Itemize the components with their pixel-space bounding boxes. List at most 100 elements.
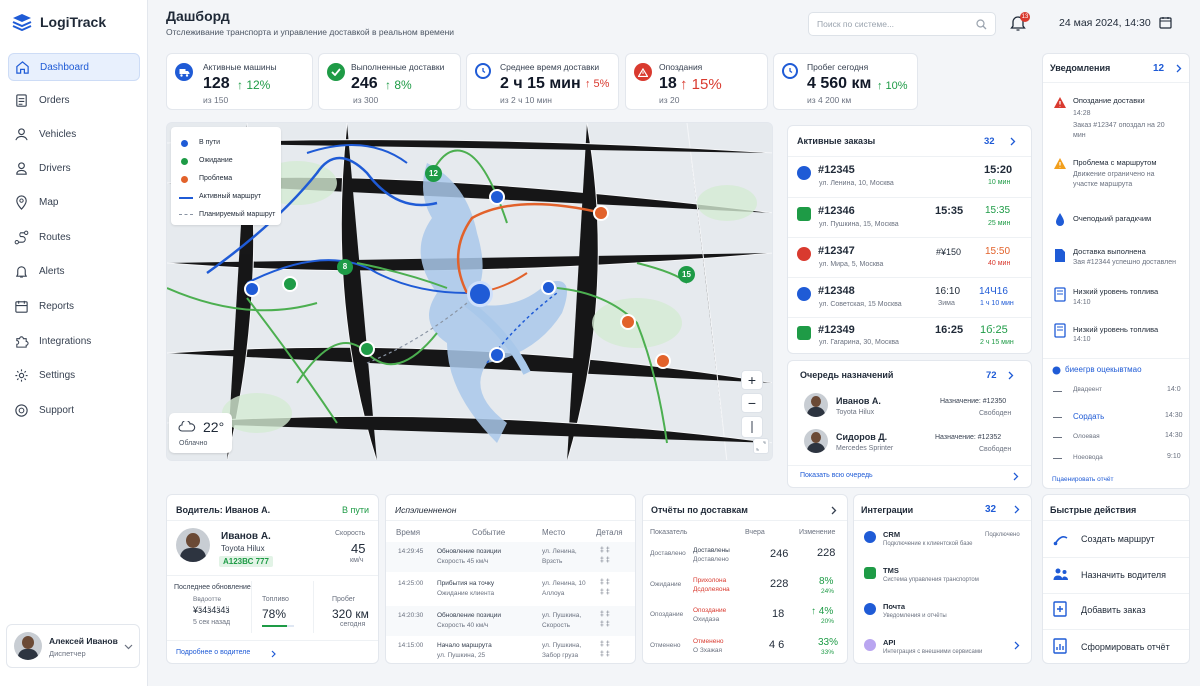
add-order-button[interactable]: Добавить заказ [1043,596,1189,624]
driver-vehicle: Toyota Hilux [836,409,875,416]
speed-unit: км/ч [350,557,364,564]
fullscreen-button[interactable] [753,438,769,454]
map-marker-vehicle[interactable] [541,280,556,295]
chevron-right-icon[interactable] [1014,505,1020,514]
map-marker-problem[interactable] [593,205,609,221]
integration-item[interactable]: Почта Уведомления и отчёты [854,599,1031,627]
search-input[interactable]: Поиск по системе... [808,12,996,36]
sidebar-item-vehicles[interactable]: Vehicles [8,120,140,148]
compass-icon [751,421,753,433]
sidebar-item-label: Drivers [39,162,71,174]
history-detail: ‡ ‡ [600,547,610,554]
compass-button[interactable] [741,416,763,438]
last-update-sub: Ввдоотте [193,596,222,603]
notification-item[interactable]: Доставка выполнена Зая #12344 успешно до… [1043,242,1189,276]
create-route-button[interactable]: Создать маршрут [1043,526,1189,554]
chevron-right-icon[interactable] [1013,472,1019,481]
zoom-out-button[interactable]: − [741,393,763,413]
arrow-icon [1053,454,1062,459]
map-marker-depot[interactable] [467,281,493,307]
avatar [804,393,828,417]
map-marker-problem[interactable] [655,353,671,369]
sidebar-item-dashboard[interactable]: Dashboard [8,53,140,81]
zoom-in-button[interactable]: + [741,370,763,390]
queue-item[interactable]: Иванов А. Toyota Hilux Назначение: #1235… [788,390,1031,424]
sidebar-item-reports[interactable]: Reports [8,292,140,320]
live-map[interactable]: В пути Ожидание Проблема Активный маршру… [166,122,773,461]
integration-item[interactable]: CRM Подключение к клиентской базе Подклю… [854,527,1031,555]
report-row[interactable]: Опоздание Опоздание Охидаэа 18 ↑ 4% 20% [643,602,847,632]
sidebar-item-routes[interactable]: Routes [8,223,140,251]
chevron-right-icon[interactable] [271,650,276,658]
quick-actions-panel: Быстрые действия Создать маршрут Назначи… [1042,494,1190,664]
chevron-right-icon[interactable] [1014,641,1020,650]
integration-desc: Интеграция с внешними сервисами [883,649,983,655]
report-key: Опоздание [650,611,684,618]
order-row[interactable]: #12347 ул. Мира, 5, Москва #¥150 15:50 4… [788,238,1031,277]
user-role: Диспетчер [49,649,86,658]
map-marker-vehicle[interactable] [489,347,505,363]
notification-item[interactable]: Низкий уровень топлива 14:10 [1043,318,1189,350]
map-marker-vehicle[interactable] [489,189,505,205]
assign-driver-button[interactable]: Назначить водителя [1043,561,1189,589]
subsection-title: биеегрв оцекывтмао [1065,365,1142,374]
map-marker-vehicle[interactable] [282,276,298,292]
warning-icon [1054,158,1066,169]
schedule-report-link[interactable]: Пцаенировать отчёт [1052,476,1114,483]
report-row[interactable]: Отменено Отменено О Зхажая 4 6 33% 33% [643,633,847,663]
driver-details-link[interactable]: Подробнее о водителе [176,649,251,656]
sidebar-item-map[interactable]: Map [8,188,140,216]
user-profile-card[interactable]: Алексей Иванов Диспетчер [6,624,140,668]
report-row[interactable]: Ожидание Прихолона Дсдолеяона 228 8% 24% [643,572,847,602]
table-row[interactable]: 14:29:45 Обновление позиции Скорость 45 … [386,542,635,572]
notification-item[interactable]: Опоздание доставки 14:28 Заказ #12347 оп… [1043,90,1189,142]
table-row[interactable]: 14:25:00 Прибытия на точку Ожидание клие… [386,574,635,604]
map-marker-vehicle[interactable] [244,281,260,297]
order-row[interactable]: #12348 ул. Советская, 15 Москва 16:10 Зи… [788,278,1031,317]
chevron-right-icon[interactable] [1008,371,1014,380]
chevron-right-icon[interactable] [831,506,837,515]
driver-status: В пути [342,505,370,515]
notification-item[interactable]: Проблема с маршрутом Движение ограничено… [1043,151,1189,197]
map-marker-vehicle[interactable] [359,341,375,357]
order-id: #12346 [818,205,855,217]
history-place: ул. Ленина, 10 [542,580,586,587]
map-marker-problem[interactable] [620,314,636,330]
map-marker-cluster[interactable]: 8 [337,259,353,275]
notifications-button[interactable]: 13 [1010,12,1030,32]
schedule-row[interactable]: Двадеент 14:0 [1043,384,1189,400]
notification-item[interactable]: Очеподыий рагадкчим [1043,206,1189,234]
sidebar-item-integrations[interactable]: Integrations [8,327,140,355]
generate-report-button[interactable]: Сформировать отчёт [1043,633,1189,661]
order-row[interactable]: #12346 ул. Пушкина, 15, Москва 15:35 15:… [788,198,1031,237]
sidebar-item-settings[interactable]: Settings [8,361,140,389]
kpi-delta: ↑ 12% [237,78,271,92]
chevron-right-icon[interactable] [1176,64,1182,73]
order-row[interactable]: #12345 ул. Ленина, 10, Москва 15:20 10 м… [788,157,1031,196]
fuel-label: Топливо [262,596,289,603]
queue-item[interactable]: Сидоров Д. Mercedes Sprinter Назначение:… [788,426,1031,460]
notification-text: Зая #12344 успешно доставлен [1073,259,1176,266]
kpi-mileage-today: Пробег сегодня 4 560 км ↑ 10% из 4 200 к… [773,53,918,110]
sidebar-item-support[interactable]: Support [8,396,140,424]
table-row[interactable]: 14:20:30 Обновление позиции Скорость 40 … [386,606,635,636]
integration-item[interactable]: API Интеграция с внешними сервисами [854,635,1031,663]
add-document-icon [1053,601,1067,617]
sidebar-item-orders[interactable]: Orders [8,86,140,114]
schedule-row[interactable]: Олоевая 14:30 [1043,430,1189,446]
map-marker-cluster[interactable]: 15 [678,266,695,283]
map-marker-cluster[interactable]: 12 [425,165,442,182]
notification-item[interactable]: Низкий уровень топлива 14:10 [1043,282,1189,314]
integration-item[interactable]: TMS Система управления транспортом [854,563,1031,591]
sidebar-item-drivers[interactable]: Drivers [8,154,140,182]
sidebar-item-alerts[interactable]: Alerts [8,257,140,285]
schedule-row[interactable]: Сордать 14:30 [1043,410,1189,426]
schedule-row[interactable]: Ноеовода 9:10 [1043,451,1189,467]
table-row[interactable]: 14:15:00 Начало маршрута ул. Пушкина, 25… [386,637,635,663]
show-queue-link[interactable]: Показать всю очередь [800,472,873,479]
chevron-right-icon[interactable] [1010,137,1016,146]
app-logo[interactable]: LogiTrack [12,13,106,31]
calendar-icon[interactable] [1159,16,1172,29]
order-row[interactable]: #12349 ул. Гагарина, 30, Москва 16:25 1б… [788,318,1031,354]
report-row[interactable]: Доставлено Доставлены Доставлено 246 228 [643,541,847,571]
